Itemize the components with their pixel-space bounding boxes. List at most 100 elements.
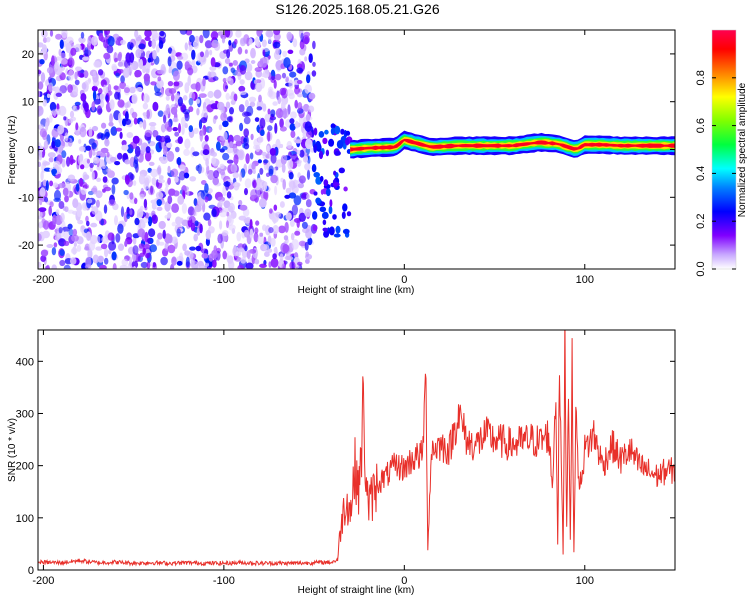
noise-speckle (68, 69, 74, 81)
noise-speckle (293, 195, 302, 206)
transition-speckle (319, 206, 327, 213)
noise-speckle (205, 229, 211, 240)
transition-speckle (324, 129, 329, 135)
noise-speckle (217, 233, 223, 244)
noise-speckle (229, 107, 234, 115)
noise-speckle (238, 199, 243, 206)
noise-speckle (96, 177, 102, 182)
noise-speckle (135, 48, 142, 59)
noise-speckle (219, 200, 224, 206)
noise-speckle (282, 243, 290, 254)
noise-speckle (38, 221, 43, 229)
noise-speckle (60, 52, 66, 59)
noise-speckle (251, 163, 256, 170)
noise-speckle (78, 36, 86, 44)
y-tick-label: 100 (16, 513, 34, 525)
noise-speckle (177, 136, 183, 145)
noise-speckle (145, 146, 151, 154)
noise-speckle (97, 108, 103, 114)
noise-speckle (179, 252, 184, 261)
spectrogram-heatmap (38, 30, 675, 269)
noise-speckle (38, 261, 42, 268)
noise-speckle (61, 150, 67, 159)
noise-speckle (52, 214, 57, 226)
x-tick-label: -100 (213, 575, 235, 587)
noise-speckle (195, 98, 200, 104)
noise-speckle (282, 179, 287, 190)
noise-speckle (284, 194, 291, 199)
noise-speckle (270, 153, 277, 164)
noise-speckle (244, 188, 248, 196)
noise-speckle (189, 246, 196, 251)
noise-speckle (49, 30, 54, 37)
noise-speckle (104, 30, 110, 36)
noise-speckle (303, 103, 310, 112)
noise-speckle (38, 105, 44, 116)
noise-speckle (58, 201, 65, 209)
noise-speckle (77, 69, 81, 77)
noise-speckle (144, 36, 151, 41)
noise-speckle (69, 257, 77, 265)
noise-speckle (239, 90, 247, 95)
noise-speckle (244, 49, 248, 54)
noise-speckle (39, 128, 47, 138)
noise-speckle (80, 164, 85, 170)
noise-speckle (87, 35, 92, 47)
noise-speckle (126, 65, 132, 73)
noise-speckle (272, 101, 278, 106)
noise-speckle (237, 149, 245, 161)
noise-speckle (137, 228, 146, 238)
noise-speckle (102, 164, 106, 170)
noise-speckle (172, 70, 180, 82)
noise-speckle (195, 81, 201, 92)
noise-speckle (299, 39, 305, 50)
x-tick-label: 100 (576, 575, 594, 587)
noise-speckle (213, 89, 222, 99)
noise-speckle (174, 131, 180, 137)
noise-speckle (171, 256, 177, 266)
noise-speckle (129, 209, 133, 216)
noise-speckle (167, 177, 172, 185)
colorbar-tick-label: 0.6 (695, 118, 707, 133)
noise-speckle (92, 79, 100, 87)
noise-speckle (209, 49, 213, 56)
noise-speckle (238, 247, 245, 253)
noise-speckle (180, 116, 186, 127)
noise-speckle (273, 30, 281, 36)
noise-speckle (105, 95, 109, 101)
noise-speckle (211, 157, 217, 165)
noise-speckle (245, 262, 254, 269)
noise-speckle (45, 36, 51, 43)
noise-speckle (39, 187, 46, 198)
noise-speckle (204, 40, 213, 49)
noise-speckle (230, 163, 238, 173)
noise-speckle (117, 99, 125, 108)
noise-speckle (144, 30, 152, 38)
noise-speckle (304, 208, 312, 218)
noise-speckle (88, 126, 93, 138)
noise-speckle (223, 181, 231, 187)
noise-speckle (166, 150, 175, 162)
noise-speckle (74, 71, 78, 80)
noise-speckle (305, 113, 311, 122)
noise-speckle (152, 49, 157, 60)
transition-speckle (328, 205, 333, 215)
transition-speckle (313, 172, 321, 178)
noise-speckle (58, 227, 63, 234)
noise-speckle (71, 234, 79, 242)
noise-speckle (178, 123, 181, 134)
noise-speckle (289, 71, 297, 78)
noise-speckle (53, 147, 58, 152)
noise-speckle (193, 127, 199, 135)
noise-speckle (39, 198, 43, 206)
noise-speckle (244, 99, 249, 108)
snr-series-line (38, 330, 675, 567)
noise-speckle (100, 218, 104, 226)
noise-speckle (53, 242, 58, 248)
noise-speckle (281, 108, 290, 119)
transition-speckle (318, 131, 325, 138)
noise-speckle (51, 55, 55, 67)
noise-speckle (82, 56, 90, 61)
noise-speckle (126, 213, 131, 219)
